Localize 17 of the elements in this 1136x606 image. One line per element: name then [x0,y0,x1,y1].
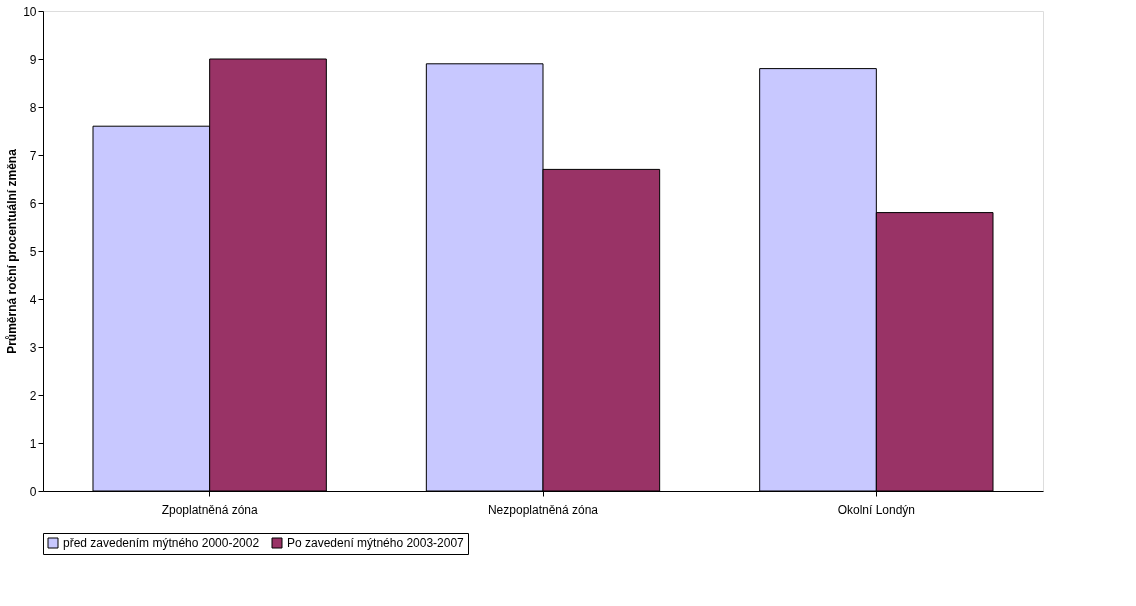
y-tick-label: 3 [29,340,37,355]
legend-label: před zavedením mýtného 2000-2002 [63,536,260,550]
y-tick-label: 7 [29,148,37,163]
y-axis-title: Průměrná roční procentuální změna [5,148,20,354]
x-tick-label: Zpoplatněná zóna [161,502,259,517]
y-tick-label: 10 [23,4,37,19]
y-tick-label: 5 [29,244,37,259]
y-tick-label: 0 [29,484,37,499]
y-tick-label: 6 [29,196,37,211]
y-tick-label: 9 [29,52,37,67]
legend-label: Po zavedení mýtného 2003-2007 [287,536,465,550]
y-tick-label: 8 [29,100,37,115]
y-tick-label: 1 [29,436,37,451]
y-tick-label: 4 [29,292,37,307]
y-tick-label: 2 [29,388,37,403]
x-tick-label: Nezpoplatněná zóna [487,502,599,517]
x-tick-label: Okolní Londýn [837,502,916,517]
